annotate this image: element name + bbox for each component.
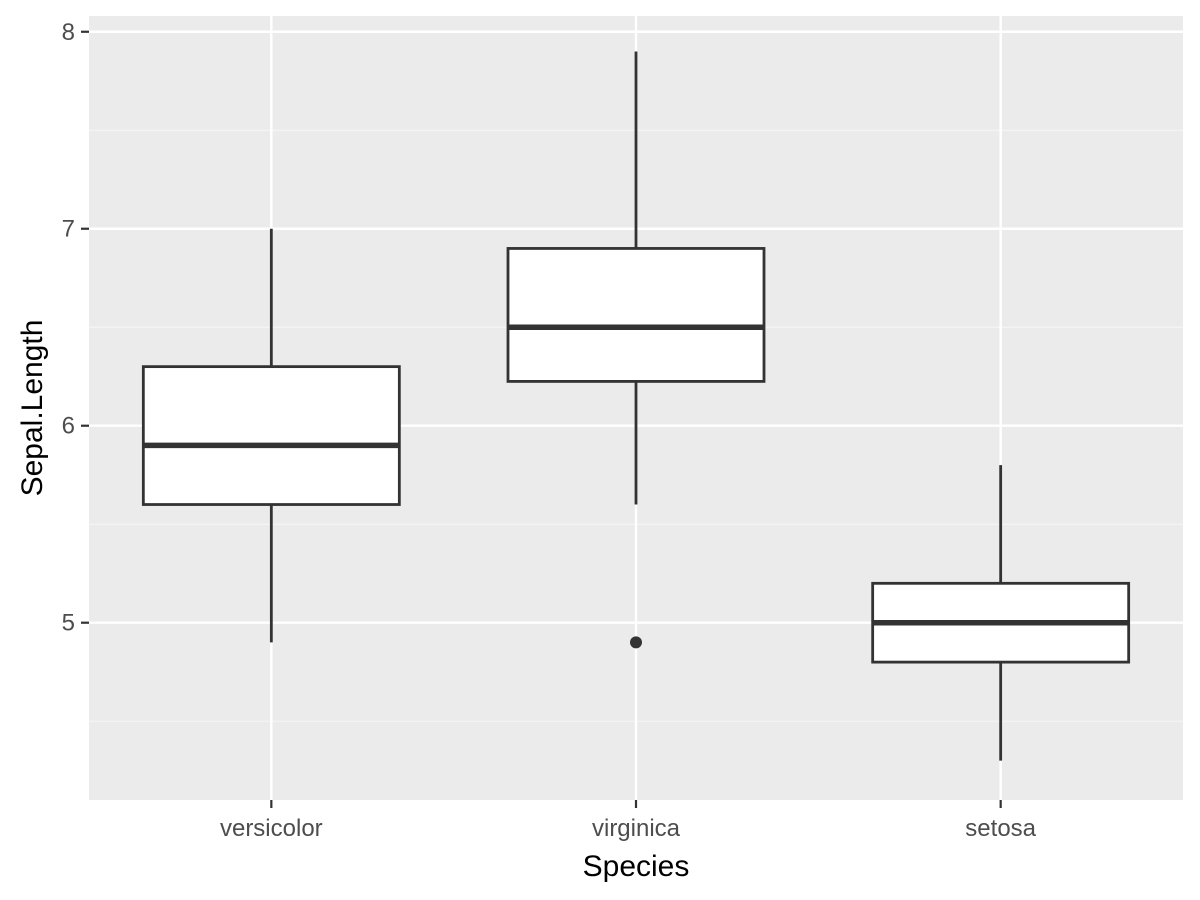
box-series (141, 51, 1131, 761)
box-versicolor (141, 228, 401, 643)
y-axis-title: Sepal.Length (16, 320, 49, 497)
y-tick-label: 5 (62, 610, 75, 637)
box-setosa (871, 465, 1131, 761)
y-tick-label: 8 (62, 19, 75, 46)
outlier-point (630, 636, 642, 649)
y-tick-label: 7 (62, 216, 75, 243)
box-iqr (141, 365, 401, 506)
x-tick-label: versicolor (220, 815, 323, 842)
x-axis-title: Species (583, 850, 690, 883)
y-tick-label: 6 (62, 413, 75, 440)
box-iqr (506, 247, 766, 383)
x-tick-label: setosa (965, 815, 1036, 842)
x-tick-label: virginica (592, 815, 681, 842)
axes: 5 6 7 8 versicolor virginica setosa (62, 19, 1037, 842)
box-virginica (506, 51, 766, 649)
